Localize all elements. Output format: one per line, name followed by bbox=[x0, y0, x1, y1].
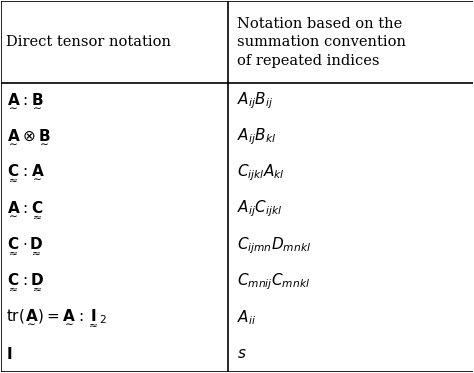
Text: $\underset{\approx}{\mathbf{C}} : \underset{\sim}{\mathbf{A}}$: $\underset{\approx}{\mathbf{C}} : \under… bbox=[6, 163, 45, 184]
Text: $s$: $s$ bbox=[237, 347, 246, 361]
Text: $\underset{\sim}{\mathbf{A}} \otimes \underset{\sim}{\mathbf{B}}$: $\underset{\sim}{\mathbf{A}} \otimes \un… bbox=[6, 128, 51, 146]
Text: $C_{ijmn} D_{mnkl}$: $C_{ijmn} D_{mnkl}$ bbox=[237, 235, 311, 256]
Text: $C_{mnij} C_{mnkl}$: $C_{mnij} C_{mnkl}$ bbox=[237, 271, 310, 292]
Text: $\underset{\sim}{\mathbf{A}} : \underset{\approx}{\mathbf{C}}$: $\underset{\sim}{\mathbf{A}} : \underset… bbox=[6, 199, 44, 220]
Text: $A_{ii}$: $A_{ii}$ bbox=[237, 308, 256, 327]
Text: $\mathbf{I}$: $\mathbf{I}$ bbox=[6, 345, 12, 361]
Text: $A_{ij} C_{ijkl}$: $A_{ij} C_{ijkl}$ bbox=[237, 199, 283, 219]
Text: $\mathrm{tr}(\underset{\sim}{\mathbf{A}}) = \underset{\sim}{\mathbf{A}} : \under: $\mathrm{tr}(\underset{\sim}{\mathbf{A}}… bbox=[6, 307, 107, 328]
Text: Direct tensor notation: Direct tensor notation bbox=[6, 35, 171, 49]
Text: $\underset{\sim}{\mathbf{A}} : \underset{\sim}{\mathbf{B}}$: $\underset{\sim}{\mathbf{A}} : \underset… bbox=[6, 92, 44, 110]
Text: $C_{ijkl} A_{kl}$: $C_{ijkl} A_{kl}$ bbox=[237, 163, 285, 184]
Text: $A_{ij} B_{ij}$: $A_{ij} B_{ij}$ bbox=[237, 91, 273, 111]
Text: $\underset{\approx}{\mathbf{C}} : \underset{\approx}{\mathbf{D}}$: $\underset{\approx}{\mathbf{C}} : \under… bbox=[6, 271, 44, 292]
Text: $A_{ij} B_{kl}$: $A_{ij} B_{kl}$ bbox=[237, 127, 276, 147]
Text: $\underset{\approx}{\mathbf{C}} \cdot \underset{\approx}{\mathbf{D}}$: $\underset{\approx}{\mathbf{C}} \cdot \u… bbox=[6, 235, 44, 256]
Text: Notation based on the
summation convention
of repeated indices: Notation based on the summation conventi… bbox=[237, 17, 406, 68]
